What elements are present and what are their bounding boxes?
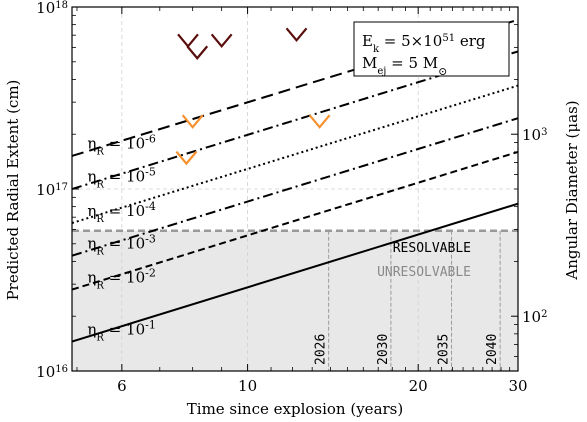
upper-limit-marker (186, 45, 209, 60)
year-marker-label: 2026 (314, 334, 329, 365)
series-line (72, 150, 518, 291)
upper-limit-marker (181, 114, 204, 129)
x-tick-label: 30 (508, 377, 527, 395)
legend-box: Ek = 5×1051 erg Mej = 5 M⊙ (353, 21, 510, 78)
curve-label: ηR = 10-4 (87, 199, 155, 224)
upper-limit-marker (175, 150, 198, 166)
y2-axis-title: Angular Diameter (μas) (563, 100, 581, 280)
year-markers: 2026 2030 2035 2040 (314, 230, 501, 371)
unresolvable-shade (72, 230, 518, 371)
unresolvable-label: UNRESOLVABLE (377, 265, 471, 280)
year-marker-label: 2040 (485, 334, 500, 365)
curve-label: ηR = 10-2 (87, 266, 155, 291)
curve-label: ηR = 10-1 (87, 318, 155, 343)
grid (72, 7, 518, 371)
y-tick-label: 1018 (36, 0, 68, 17)
y-tick-label: 1016 (36, 363, 68, 381)
y2-tick-label: 102 (522, 308, 547, 326)
upper-limit-markers (175, 27, 331, 166)
curve-label: ηR = 10-6 (87, 132, 155, 157)
curve-label: ηR = 10-3 (87, 232, 155, 257)
year-marker-label: 2030 (376, 334, 391, 365)
curve-labels: ηR = 10-6 ηR = 10-5 ηR = 10-4 ηR = 10-3 ηR =… (87, 132, 155, 343)
x-axis-title: Time since explosion (years) (187, 400, 403, 418)
x-tick-label: 10 (238, 377, 257, 395)
series-line (72, 117, 518, 257)
unresolvable-region (72, 230, 518, 371)
upper-limit-marker (285, 27, 308, 43)
upper-limit-marker (308, 114, 331, 129)
curve-label: ηR = 10-5 (87, 165, 155, 190)
series-line (72, 202, 518, 343)
y-axis-title: Predicted Radial Extent (cm) (4, 80, 22, 301)
x-tick-label: 6 (117, 377, 127, 395)
year-marker-label: 2035 (437, 334, 452, 365)
y2-tick-label: 103 (522, 126, 547, 144)
y-tick-label: 1017 (36, 181, 68, 199)
legend-mej: Mej = 5 M⊙ (362, 54, 447, 78)
upper-limit-marker (177, 33, 199, 48)
resolvable-label: RESOLVABLE (393, 241, 471, 256)
legend-ek: Ek = 5×1051 erg (362, 32, 486, 55)
upper-limit-marker (210, 33, 233, 48)
x-tick-label: 20 (409, 377, 428, 395)
